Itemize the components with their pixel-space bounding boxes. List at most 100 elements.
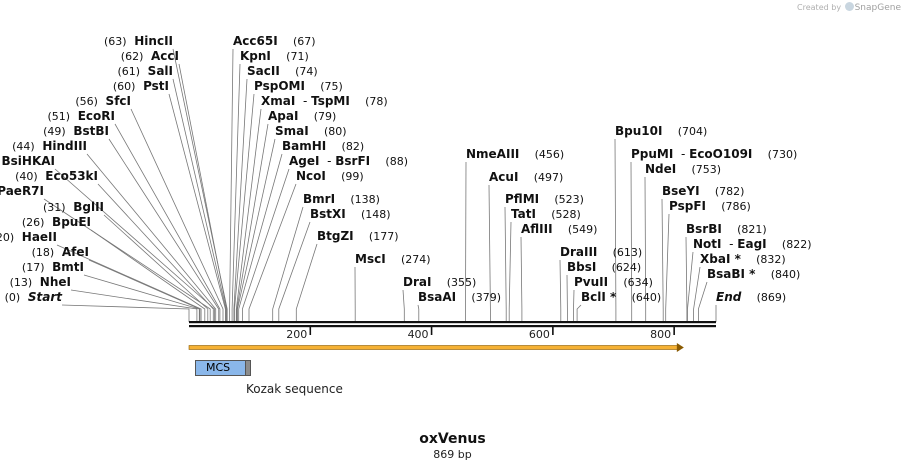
feature-oxvenus-arrowhead: [676, 343, 684, 352]
site-pos-smai: (80): [324, 125, 347, 138]
site-label-draiii: DraIII (613): [560, 245, 642, 259]
site-pos-apai: (79): [314, 110, 337, 123]
site-pos-ndei: (753): [692, 163, 722, 176]
site-pos-start: (0): [5, 291, 21, 304]
ruler-ticks: 200 400 600 800: [286, 327, 675, 341]
site-name-bpuei: BpuEI: [52, 215, 91, 229]
site-label-hindiii: (44) HindIII: [12, 139, 87, 153]
site-label-bpu10i: Bpu10I (704): [615, 124, 707, 138]
site-pos-acci: (62): [121, 50, 144, 63]
tick-label-400: 400: [408, 328, 429, 341]
site-pos-bsrbi: (821): [737, 223, 767, 236]
leader-saci: [54, 168, 215, 322]
site-label-bmti: (17) BmtI: [22, 260, 84, 274]
site-label-kpni: KpnI (71): [240, 49, 309, 63]
site-name-tati: TatI: [511, 207, 536, 221]
mcs-feature[interactable]: MCS: [195, 360, 251, 376]
site-pos-kpni: (71): [286, 50, 309, 63]
leader-ecori: [114, 123, 221, 322]
site-name-psti: PstI: [143, 79, 169, 93]
leader-pspomi: [234, 93, 255, 322]
site-pos-afei: (18): [32, 246, 55, 259]
site-pos-eco53ki: (40): [15, 170, 38, 183]
site-pos-bpuei: (26): [22, 216, 45, 229]
site-pos-ecori: (51): [48, 110, 71, 123]
site-pos-bsaai: (379): [471, 291, 501, 304]
leader-bmri: [272, 206, 304, 322]
site-name-afliii: AflIII: [521, 222, 553, 236]
leader-bstxi: [278, 221, 311, 322]
site-pos-bmti: (17): [22, 261, 45, 274]
site-pos-sali: (61): [117, 65, 140, 78]
leader-bglii: [103, 214, 209, 322]
site-pos-acc65i: (67): [293, 35, 316, 48]
site-label-xmai: XmaI - TspMI (78): [261, 94, 388, 108]
leader-agei: [242, 168, 290, 322]
site-pos-pflmi: (523): [554, 193, 584, 206]
site-pos-bsabi: (840): [771, 268, 801, 281]
tick-label-600: 600: [529, 328, 550, 341]
site-label-sali: (61) SalI: [117, 64, 173, 78]
site-label-pvuii: PvuII (634): [574, 275, 653, 289]
site-pos-sfci: (56): [75, 95, 98, 108]
site-name-pspomi: PspOMI: [254, 79, 305, 93]
site-pos-bmri: (138): [350, 193, 380, 206]
leader-smai: [237, 138, 276, 322]
site-pos-bstbi: (49): [43, 125, 66, 138]
leader-nmeaiii: [465, 161, 467, 322]
leader-nhei: [70, 289, 198, 322]
site-name-kpni: KpnI: [240, 49, 271, 63]
leader-acc65i: [229, 48, 234, 322]
site-name-xmai: XmaI: [261, 94, 295, 108]
site-name-sacii: SacII: [247, 64, 280, 78]
site-pos-bglii: (31): [43, 201, 66, 214]
site-name-acui: AcuI: [489, 170, 518, 184]
site-label-smai: SmaI (80): [275, 124, 347, 138]
site-pos-nhei: (13): [10, 276, 33, 289]
site-label-ncoi: NcoI (99): [296, 169, 364, 183]
site-pos-sacii: (74): [295, 65, 318, 78]
sequence-length: 869 bp: [433, 448, 472, 461]
site-leader-lines: [43, 48, 717, 322]
site-name-nhei: NheI: [40, 275, 71, 289]
site-label-nhei: (13) NheI: [10, 275, 71, 289]
site-label-psti: (60) PstI: [113, 79, 169, 93]
site-name-pflmi: PflMI: [505, 192, 539, 206]
site-name-acc65i: Acc65I: [233, 34, 278, 48]
leader-ncoi: [248, 183, 297, 322]
site-pos-nmeaiii: (456): [535, 148, 565, 161]
site-label-acui: AcuI (497): [489, 170, 563, 184]
site-name-pspfi: PspFI: [669, 199, 706, 213]
leader-bsrbi: [685, 236, 688, 322]
sequence-backbone: [189, 321, 716, 328]
site-name-hincii: HincII: [134, 34, 173, 48]
kozak-sequence-label: Kozak sequence: [246, 382, 343, 396]
site-pos-xbai: (832): [756, 253, 786, 266]
site-alt-ppumi: EcoO109I: [689, 147, 752, 161]
leader-xbai: [693, 266, 701, 322]
site-name-ppumi: PpuMI: [631, 147, 673, 161]
site-name-acci: AccI: [151, 49, 179, 63]
leader-bsabi: [698, 281, 708, 322]
site-pos-agei: (88): [385, 155, 408, 168]
site-label-nmeaiii: NmeAIII (456): [466, 147, 564, 161]
leader-draiii: [559, 259, 562, 322]
site-name-btgzi: BtgZI: [317, 229, 354, 243]
site-name-bsabi: BsaBI *: [707, 267, 756, 281]
leader-ndei: [644, 176, 647, 322]
site-pos-hindiii: (44): [12, 140, 35, 153]
tick-label-800: 800: [650, 328, 671, 341]
leader-apai: [236, 123, 269, 322]
site-label-bcli: BclI * (640): [581, 290, 661, 304]
site-label-haeii: (20) HaeII: [0, 230, 57, 244]
leader-xhoi: [43, 198, 211, 322]
site-label-end: End (869): [716, 290, 786, 304]
feature-track: [188, 343, 684, 352]
site-label-bsrbi: BsrBI (821): [686, 222, 767, 236]
site-pos-ppumi: (730): [768, 148, 798, 161]
site-name-bbsi: BbsI: [567, 260, 596, 274]
site-alt-noti: EagI: [737, 237, 766, 251]
leader-xmai: [235, 108, 262, 322]
leader-noti: [687, 251, 694, 322]
